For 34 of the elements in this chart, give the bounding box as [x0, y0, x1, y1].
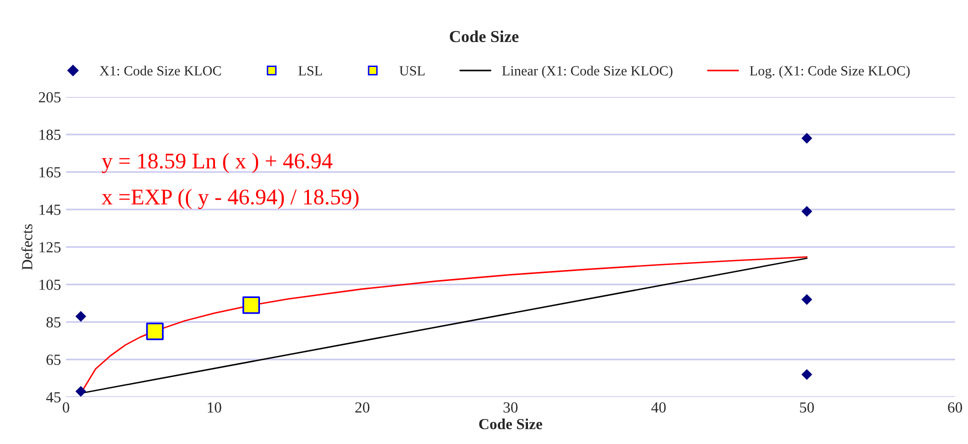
point: [801, 132, 812, 144]
x-axis-title: Code Size: [479, 418, 542, 430]
x-tick-label: 0: [62, 402, 70, 413]
point: [801, 206, 812, 217]
y-tick-label: 145: [40, 204, 61, 215]
y-tick-label: 65: [46, 354, 61, 365]
y-tick-label: 105: [40, 280, 61, 290]
legend-label: Linear (X1: Code Size KLOC): [502, 66, 672, 78]
legend-label: USL: [399, 66, 425, 76]
y-tick-label: 125: [40, 242, 61, 252]
y-tick-label: 185: [40, 130, 61, 140]
x-tick-label: 10: [208, 402, 222, 413]
y-tick-label: 205: [38, 92, 61, 102]
point: [242, 296, 260, 314]
y-tick-label: 165: [40, 167, 61, 178]
legend-label: LSL: [298, 66, 322, 76]
point: [75, 310, 86, 322]
annotation: x =EXP (( y - 46.94) / 18.59): [102, 188, 359, 210]
x-tick-label: 60: [948, 402, 962, 413]
y-axis-title: Defects: [21, 224, 32, 270]
x-tick-label: 40: [651, 402, 666, 413]
x-tick-label: 50: [800, 402, 814, 413]
point: [75, 386, 86, 397]
legend-label: Log. (X1: Code Size KLOC): [750, 66, 910, 78]
annotation: y = 18.59 Ln ( x ) + 46.94: [102, 152, 332, 174]
chart-title: Code Size: [450, 30, 519, 42]
point: [801, 294, 812, 305]
y-tick-label: 85: [46, 317, 61, 328]
point: [801, 369, 812, 380]
y-tick-label: 45: [46, 392, 61, 402]
x-tick-label: 30: [504, 402, 518, 413]
x-tick-label: 20: [355, 402, 370, 413]
point: [146, 322, 164, 340]
legend-label: X1: Code Size KLOC: [100, 66, 221, 76]
